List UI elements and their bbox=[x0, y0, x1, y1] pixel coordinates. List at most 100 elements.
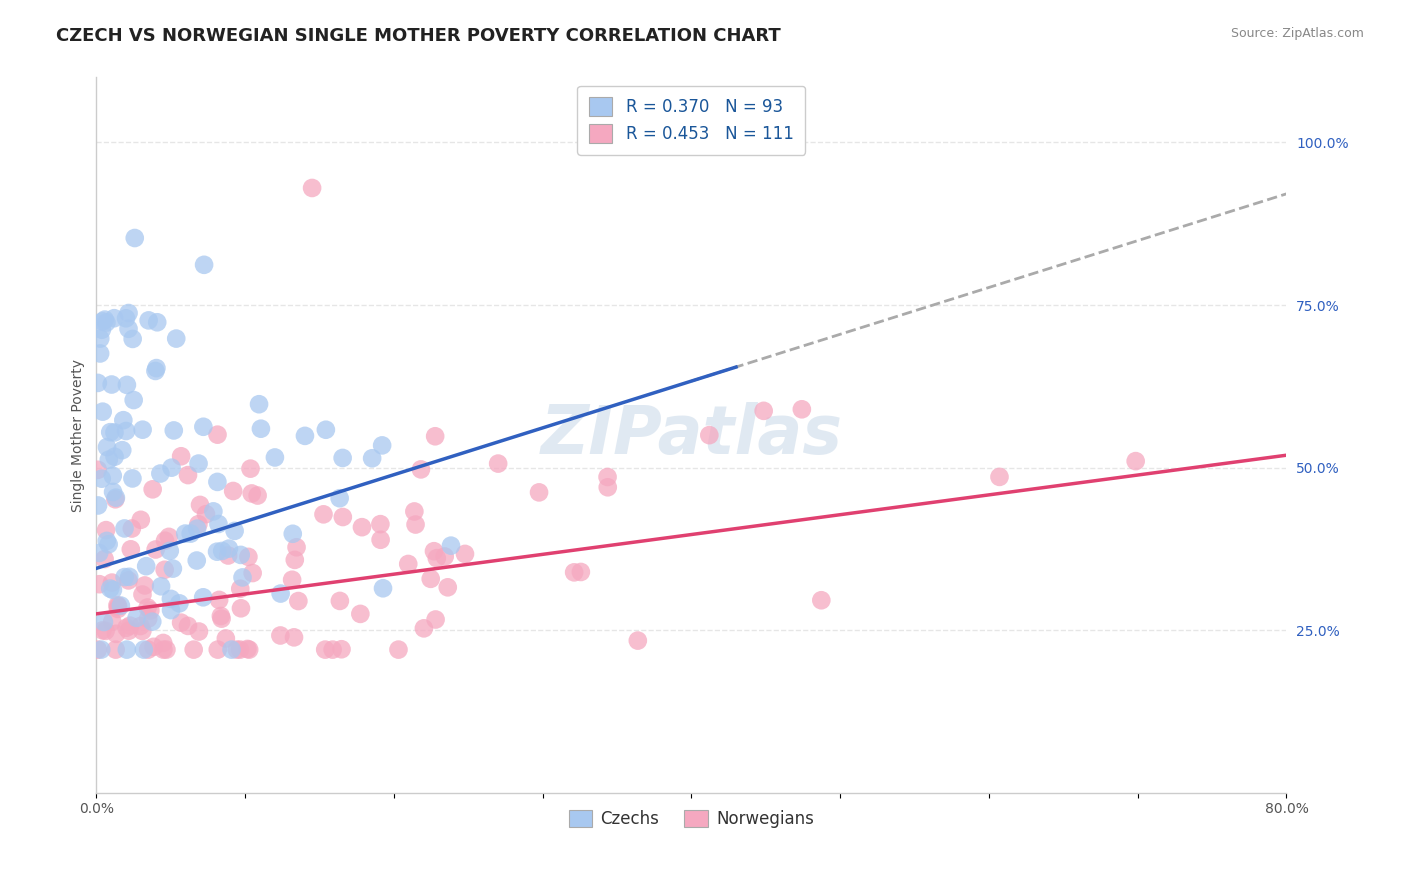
Point bbox=[207, 516, 229, 531]
Point bbox=[207, 427, 229, 442]
Point bbox=[146, 315, 169, 329]
Point bbox=[409, 462, 432, 476]
Point bbox=[229, 582, 252, 596]
Point bbox=[287, 594, 309, 608]
Point bbox=[423, 544, 446, 558]
Point bbox=[87, 642, 110, 657]
Point bbox=[160, 603, 183, 617]
Point bbox=[370, 533, 392, 547]
Point bbox=[396, 557, 419, 571]
Point bbox=[436, 580, 458, 594]
Point bbox=[312, 508, 335, 522]
Point bbox=[387, 642, 409, 657]
Point bbox=[100, 377, 122, 392]
Point bbox=[225, 642, 247, 657]
Point bbox=[97, 452, 120, 467]
Point bbox=[89, 546, 111, 560]
Point bbox=[138, 313, 160, 327]
Point bbox=[186, 522, 208, 536]
Point bbox=[281, 573, 304, 587]
Point bbox=[162, 561, 184, 575]
Point bbox=[264, 450, 287, 465]
Point bbox=[229, 548, 252, 562]
Point bbox=[454, 547, 477, 561]
Point bbox=[404, 504, 426, 518]
Point bbox=[284, 553, 307, 567]
Point bbox=[111, 443, 134, 458]
Point bbox=[104, 492, 127, 507]
Point bbox=[433, 549, 456, 564]
Point bbox=[94, 312, 117, 326]
Text: CZECH VS NORWEGIAN SINGLE MOTHER POVERTY CORRELATION CHART: CZECH VS NORWEGIAN SINGLE MOTHER POVERTY… bbox=[56, 27, 780, 45]
Point bbox=[193, 591, 215, 605]
Point bbox=[141, 615, 163, 629]
Point bbox=[120, 542, 142, 557]
Text: ZIPatlas: ZIPatlas bbox=[540, 402, 842, 468]
Point bbox=[93, 552, 115, 566]
Point bbox=[136, 611, 159, 625]
Point bbox=[222, 483, 245, 498]
Point bbox=[89, 346, 111, 360]
Point bbox=[165, 332, 187, 346]
Point bbox=[301, 181, 323, 195]
Point bbox=[163, 424, 186, 438]
Point bbox=[349, 607, 371, 621]
Point bbox=[752, 404, 775, 418]
Point bbox=[250, 422, 273, 436]
Point bbox=[125, 611, 148, 625]
Point bbox=[215, 632, 238, 646]
Point bbox=[115, 424, 138, 438]
Y-axis label: Single Mother Poverty: Single Mother Poverty bbox=[72, 359, 86, 511]
Point bbox=[322, 642, 344, 657]
Point bbox=[101, 615, 124, 629]
Point bbox=[90, 642, 112, 657]
Point bbox=[371, 438, 394, 452]
Point bbox=[177, 468, 200, 483]
Point bbox=[187, 457, 209, 471]
Point bbox=[160, 460, 183, 475]
Point bbox=[224, 524, 246, 538]
Point bbox=[159, 544, 181, 558]
Point bbox=[117, 306, 139, 320]
Point bbox=[627, 633, 650, 648]
Point bbox=[117, 574, 139, 588]
Point bbox=[121, 332, 143, 346]
Point bbox=[115, 642, 138, 657]
Point bbox=[135, 559, 157, 574]
Point bbox=[329, 491, 352, 506]
Point bbox=[187, 517, 209, 532]
Point bbox=[195, 507, 218, 521]
Point bbox=[105, 627, 128, 641]
Point bbox=[104, 491, 127, 505]
Point bbox=[132, 642, 155, 657]
Point bbox=[89, 332, 111, 346]
Point bbox=[107, 599, 129, 614]
Point bbox=[231, 570, 253, 584]
Point bbox=[1125, 454, 1147, 468]
Point bbox=[134, 578, 156, 592]
Point bbox=[101, 575, 124, 590]
Point bbox=[440, 539, 463, 553]
Point bbox=[124, 231, 146, 245]
Point bbox=[330, 642, 353, 657]
Point bbox=[177, 619, 200, 633]
Point bbox=[370, 517, 392, 532]
Point bbox=[91, 624, 114, 638]
Point bbox=[142, 483, 165, 497]
Point bbox=[94, 523, 117, 537]
Point bbox=[207, 642, 229, 657]
Point bbox=[96, 440, 118, 454]
Point bbox=[103, 311, 125, 326]
Point bbox=[131, 624, 153, 638]
Point bbox=[211, 544, 233, 558]
Point bbox=[170, 615, 193, 630]
Point bbox=[810, 593, 832, 607]
Point bbox=[121, 471, 143, 485]
Point bbox=[145, 361, 167, 376]
Point bbox=[101, 468, 124, 483]
Point bbox=[98, 582, 121, 596]
Point bbox=[283, 631, 305, 645]
Point bbox=[98, 425, 121, 440]
Point bbox=[152, 636, 174, 650]
Point bbox=[150, 579, 173, 593]
